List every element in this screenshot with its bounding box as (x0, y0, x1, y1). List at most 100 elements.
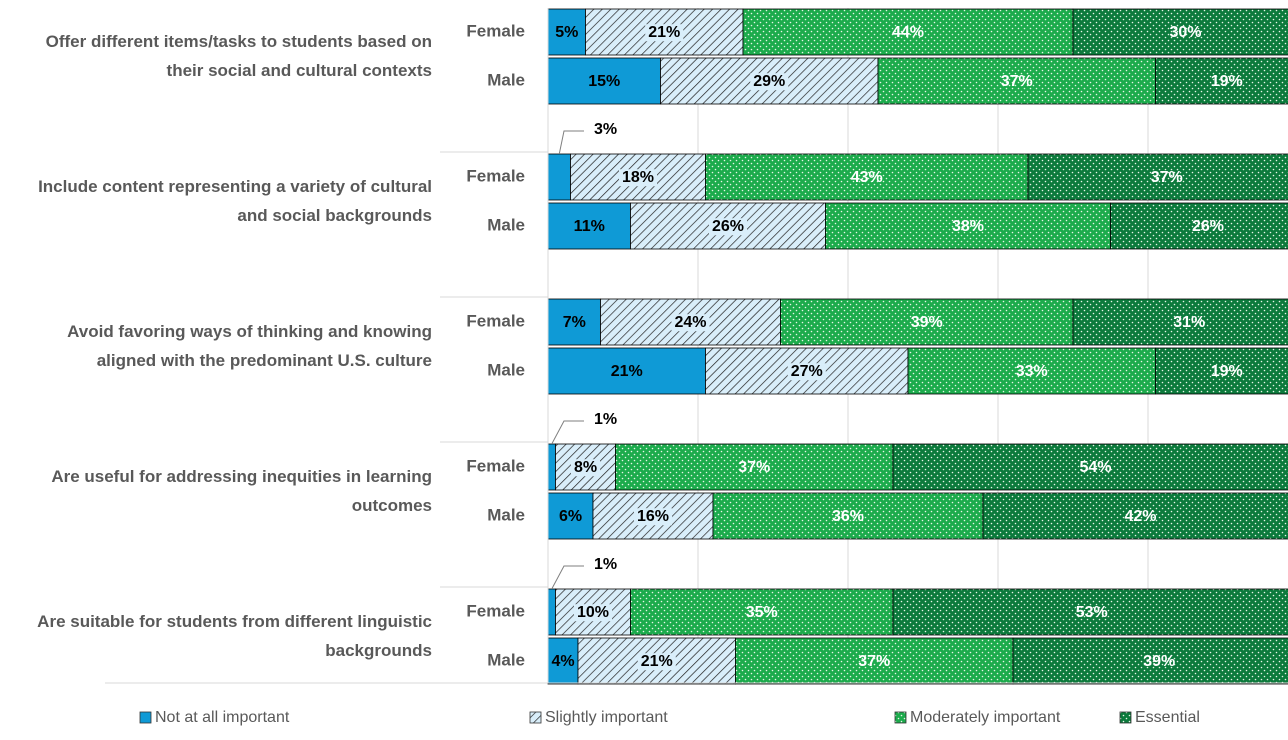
value-label: 24% (674, 314, 706, 331)
label-background (637, 653, 676, 671)
bar-segment (825, 202, 1111, 250)
row-label: Male (487, 360, 525, 379)
value-label: 1% (594, 411, 617, 428)
value-label: 16% (637, 508, 669, 525)
value-label: 19% (1211, 363, 1243, 380)
bar-segment (892, 443, 1288, 491)
leader-line (551, 565, 584, 590)
value-label: 26% (1192, 218, 1224, 235)
label-background (618, 169, 658, 187)
legend-swatch (1119, 711, 1132, 724)
value-label: 3% (594, 121, 617, 138)
row-label: Female (466, 311, 525, 330)
row-label: Female (466, 601, 525, 620)
label-background (750, 73, 789, 91)
label-background (645, 24, 684, 42)
legend-swatch (139, 711, 152, 724)
row-label: Male (487, 505, 525, 524)
group-label: Include content representing a variety o… (38, 177, 432, 225)
value-label: 31% (1173, 314, 1205, 331)
value-label: 37% (1151, 169, 1183, 186)
row-label: Female (466, 166, 525, 185)
bar-segment (1072, 8, 1288, 56)
value-label: 19% (1211, 73, 1243, 90)
bar-segment (1012, 637, 1288, 685)
bar-segment (1155, 347, 1288, 395)
leader-line (551, 420, 584, 445)
value-label: 18% (622, 169, 654, 186)
bar-segment (547, 443, 556, 491)
bar-segment (1110, 202, 1288, 250)
value-label: 15% (588, 73, 620, 90)
legend-label: Moderately important (910, 709, 1061, 726)
value-label: 37% (858, 653, 890, 670)
value-label: 7% (563, 314, 586, 331)
label-background (787, 363, 826, 381)
value-label: 42% (1124, 508, 1156, 525)
value-label: 8% (574, 459, 597, 476)
legend-swatch (529, 711, 542, 724)
label-background (671, 314, 710, 332)
value-label: 37% (738, 459, 770, 476)
value-label: 39% (911, 314, 943, 331)
legend-swatch (894, 711, 907, 724)
value-label: 37% (1001, 73, 1033, 90)
bar-segment (1072, 298, 1288, 346)
value-label: 1% (594, 556, 617, 573)
value-label: 35% (746, 604, 778, 621)
value-label: 39% (1143, 653, 1175, 670)
value-label: 53% (1076, 604, 1108, 621)
row-label: Female (466, 456, 525, 475)
row-label: Male (487, 650, 525, 669)
bar-segment (735, 637, 1014, 685)
value-label: 29% (753, 73, 785, 90)
value-label: 21% (611, 363, 643, 380)
legend-label: Not at all important (155, 709, 290, 726)
value-label: 21% (648, 24, 680, 41)
bar-segment (877, 57, 1156, 105)
bar-segment (1155, 57, 1288, 105)
value-label: 43% (851, 169, 883, 186)
value-label: 30% (1169, 24, 1201, 41)
value-label: 26% (712, 218, 744, 235)
bar-segment (615, 443, 894, 491)
bar-segment (630, 588, 894, 636)
value-label: 11% (574, 218, 605, 235)
value-label: 6% (559, 508, 582, 525)
row-label: Male (487, 215, 525, 234)
value-label: 44% (892, 24, 924, 41)
value-label: 21% (641, 653, 673, 670)
value-label: 5% (555, 24, 578, 41)
label-background (708, 218, 748, 236)
legend-label: Essential (1135, 709, 1200, 726)
value-label: 33% (1016, 363, 1048, 380)
legend-label: Slightly important (545, 709, 668, 726)
value-label: 36% (832, 508, 864, 525)
bar-segment (547, 298, 601, 346)
bar-segment (547, 153, 571, 201)
value-label: 38% (952, 218, 984, 235)
row-label: Female (466, 21, 525, 40)
value-label: 4% (551, 653, 574, 670)
value-label: 54% (1079, 459, 1111, 476)
label-background (570, 459, 601, 477)
bar-segment (780, 298, 1074, 346)
group-label: Avoid favoring ways of thinking and know… (67, 322, 432, 370)
row-label: Male (487, 70, 525, 89)
value-label: 10% (577, 604, 609, 621)
group-label: Are suitable for students from different… (37, 612, 432, 660)
group-label: Are useful for addressing inequities in … (51, 467, 432, 515)
bar-segment (547, 588, 556, 636)
leader-line (558, 130, 584, 155)
value-label: 27% (791, 363, 823, 380)
bar-segment (982, 492, 1288, 540)
group-label: Offer different items/tasks to students … (45, 32, 432, 80)
bar-segment (742, 8, 1074, 56)
label-background (633, 508, 673, 526)
bar-segment (892, 588, 1288, 636)
bar-segment (1027, 153, 1288, 201)
bar-segment (547, 492, 594, 540)
bar-segment (705, 153, 1029, 201)
